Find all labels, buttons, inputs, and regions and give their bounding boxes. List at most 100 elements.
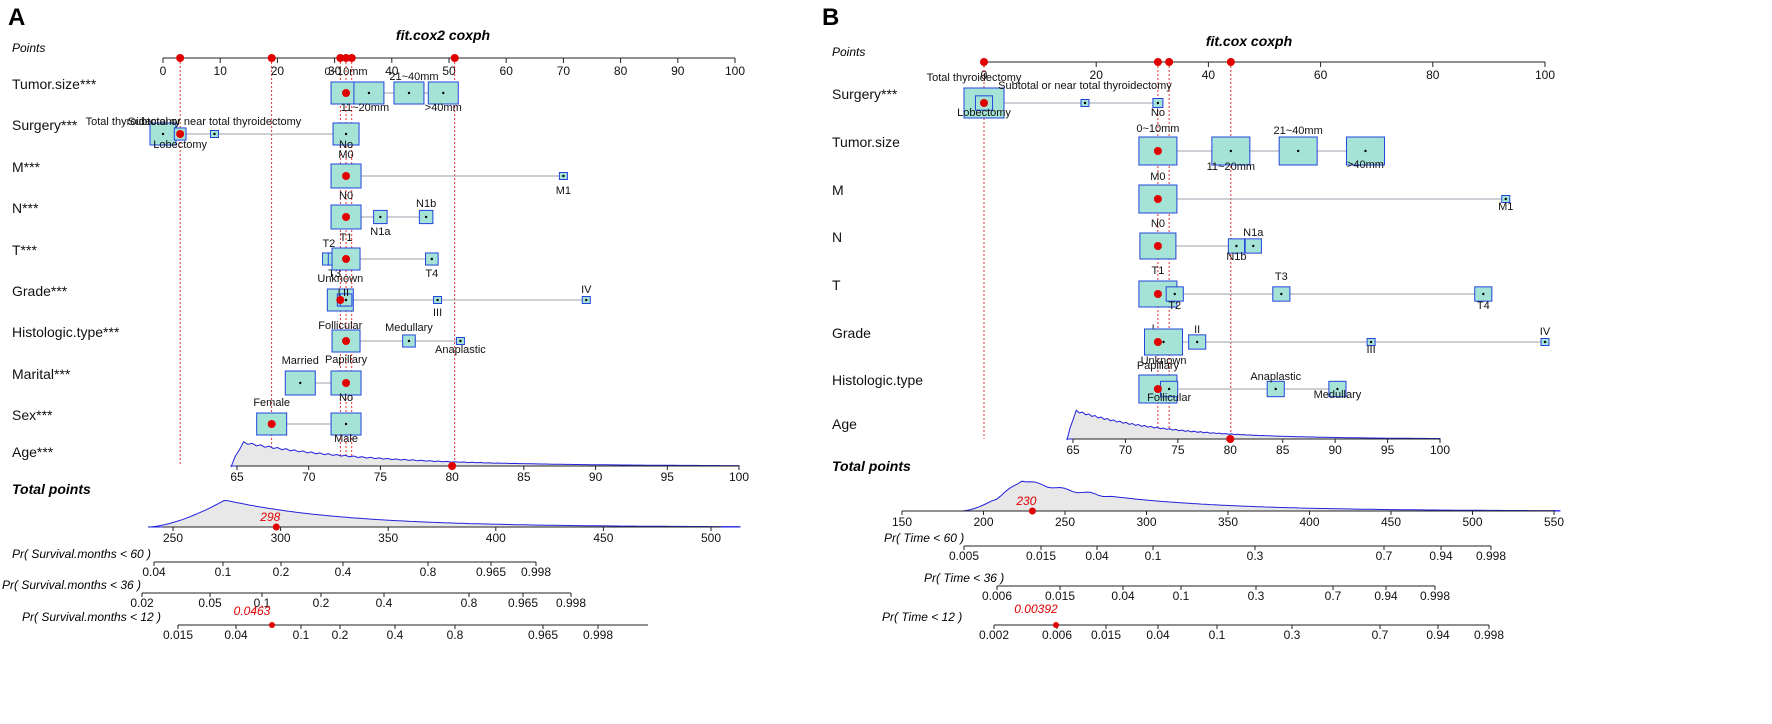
level-center-dot: [436, 298, 439, 302]
level-label: 0~10mm: [1136, 123, 1179, 135]
age-tick-label: 85: [517, 470, 531, 484]
selected-level-dot: [1153, 338, 1162, 346]
survival-tick-label: 0.015: [1026, 549, 1056, 563]
survival-tick-label: 0.002: [979, 628, 1009, 642]
total-tick-label: 550: [1544, 515, 1564, 529]
total-tick-label: 250: [1055, 515, 1075, 529]
survival-tick-label: 0.3: [1248, 589, 1265, 603]
variable-label: M***: [12, 159, 41, 175]
level-label: N1a: [1243, 227, 1264, 239]
level-box: [1278, 136, 1318, 166]
level-label: Anaplastic: [435, 344, 486, 356]
level-label: Medullary: [385, 322, 433, 334]
level-center-dot: [1504, 197, 1507, 201]
points-tick-label: 60: [1314, 68, 1328, 82]
level-label: N1b: [1226, 251, 1246, 263]
survival-tick-label: 0.04: [1085, 549, 1109, 563]
level-label: 21~40mm: [1274, 125, 1323, 137]
survival-axis-label: Pr( Time < 60 ): [884, 531, 964, 545]
selected-points-dot: [450, 54, 459, 62]
survival-tick-label: 0.965: [528, 628, 558, 642]
survival-tick-label: 0.4: [376, 596, 393, 610]
survival-tick-label: 0.02: [130, 596, 154, 610]
points-tick-label: 40: [1202, 68, 1216, 82]
survival-tick-label: 0.1: [1173, 589, 1190, 603]
level-label: Unknown: [1141, 355, 1187, 367]
level-label: T2: [322, 238, 335, 250]
level-box: [284, 370, 316, 396]
level-label: Total thyroidectomy: [927, 72, 1022, 84]
points-tick-label: 30: [328, 64, 342, 78]
selected-points-dot: [980, 58, 988, 66]
points-tick-label: 10: [214, 64, 228, 78]
level-center-dot: [459, 339, 462, 343]
total-tick-label: 350: [378, 531, 398, 545]
selected-level-dot: [176, 130, 185, 138]
level-center-dot: [1336, 387, 1339, 391]
survival-tick-label: 0.998: [1474, 628, 1504, 642]
chart-title: fit.cox2 coxph: [396, 27, 490, 43]
level-center-dot: [344, 298, 348, 302]
age-label: Age***: [12, 444, 54, 460]
level-center-dot: [1543, 340, 1547, 344]
variable-label: Surgery***: [12, 117, 78, 133]
level-label: Papillary: [1137, 360, 1180, 372]
age-tick-label: 80: [1224, 443, 1238, 457]
points-tick-label: 20: [271, 64, 285, 78]
points-tick-label: 80: [614, 64, 628, 78]
selected-level-dot: [980, 99, 988, 107]
level-box: [330, 204, 362, 230]
variable-label: Tumor.size: [832, 134, 900, 150]
age-tick-label: 70: [1119, 443, 1133, 457]
level-center-dot: [1156, 101, 1160, 105]
age-tick-label: 90: [1328, 443, 1342, 457]
survival-tick-label: 0.7: [1325, 589, 1342, 603]
age-selected-dot: [1226, 435, 1235, 443]
age-density-curve: [230, 440, 740, 468]
level-label: Subtotal or near total thyroidectomy: [128, 116, 302, 128]
total-selected-dot: [272, 523, 280, 531]
survival-highlight-dot: [1053, 622, 1059, 628]
variable-label: Histologic.type***: [12, 324, 120, 340]
level-label: 21~40mm: [389, 71, 438, 83]
total-tick-label: 400: [1299, 515, 1319, 529]
age-density-curve: [1066, 409, 1441, 441]
points-tick-label: 100: [725, 64, 745, 78]
level-label: Unknown: [317, 273, 363, 285]
level-center-dot: [1369, 340, 1373, 344]
level-label: Married: [282, 355, 319, 367]
survival-tick-label: 0.2: [313, 596, 330, 610]
survival-tick-label: 0.3: [1284, 628, 1301, 642]
selected-points-dot: [1153, 58, 1162, 66]
level-center-dot: [1235, 244, 1238, 248]
level-label: N1a: [370, 226, 391, 238]
variable-label: T***: [12, 242, 37, 258]
selected-level-dot: [336, 296, 345, 304]
survival-tick-label: 0.998: [1476, 549, 1506, 563]
level-center-dot: [1167, 387, 1171, 391]
survival-tick-label: 0.94: [1426, 628, 1450, 642]
level-label: Total thyroidectomy: [86, 116, 181, 128]
points-axis-label: Points: [832, 45, 865, 59]
survival-tick-label: 0.04: [142, 565, 166, 579]
level-center-dot: [562, 174, 565, 178]
variable-label: M: [832, 182, 844, 198]
age-tick-label: 65: [1066, 443, 1080, 457]
survival-highlight-dot: [269, 622, 275, 628]
level-center-dot: [161, 132, 165, 136]
level-label: T2: [1168, 300, 1181, 312]
level-label: T3: [328, 268, 341, 280]
level-label: T1: [1151, 265, 1164, 277]
level-label: No: [1151, 107, 1165, 119]
level-center-dot: [585, 298, 588, 302]
level-label: Follicular: [1147, 392, 1191, 404]
chart-title: fit.cox coxph: [1206, 33, 1292, 49]
level-label: Lobectomy: [153, 139, 207, 151]
total-points-label: Total points: [832, 458, 911, 474]
selected-level-dot: [342, 213, 351, 221]
level-center-dot: [430, 257, 434, 261]
selected-level-dot: [342, 337, 351, 345]
level-center-dot: [1364, 149, 1367, 153]
selected-level-dot: [342, 255, 351, 263]
level-label: 0~10mm: [324, 66, 367, 78]
